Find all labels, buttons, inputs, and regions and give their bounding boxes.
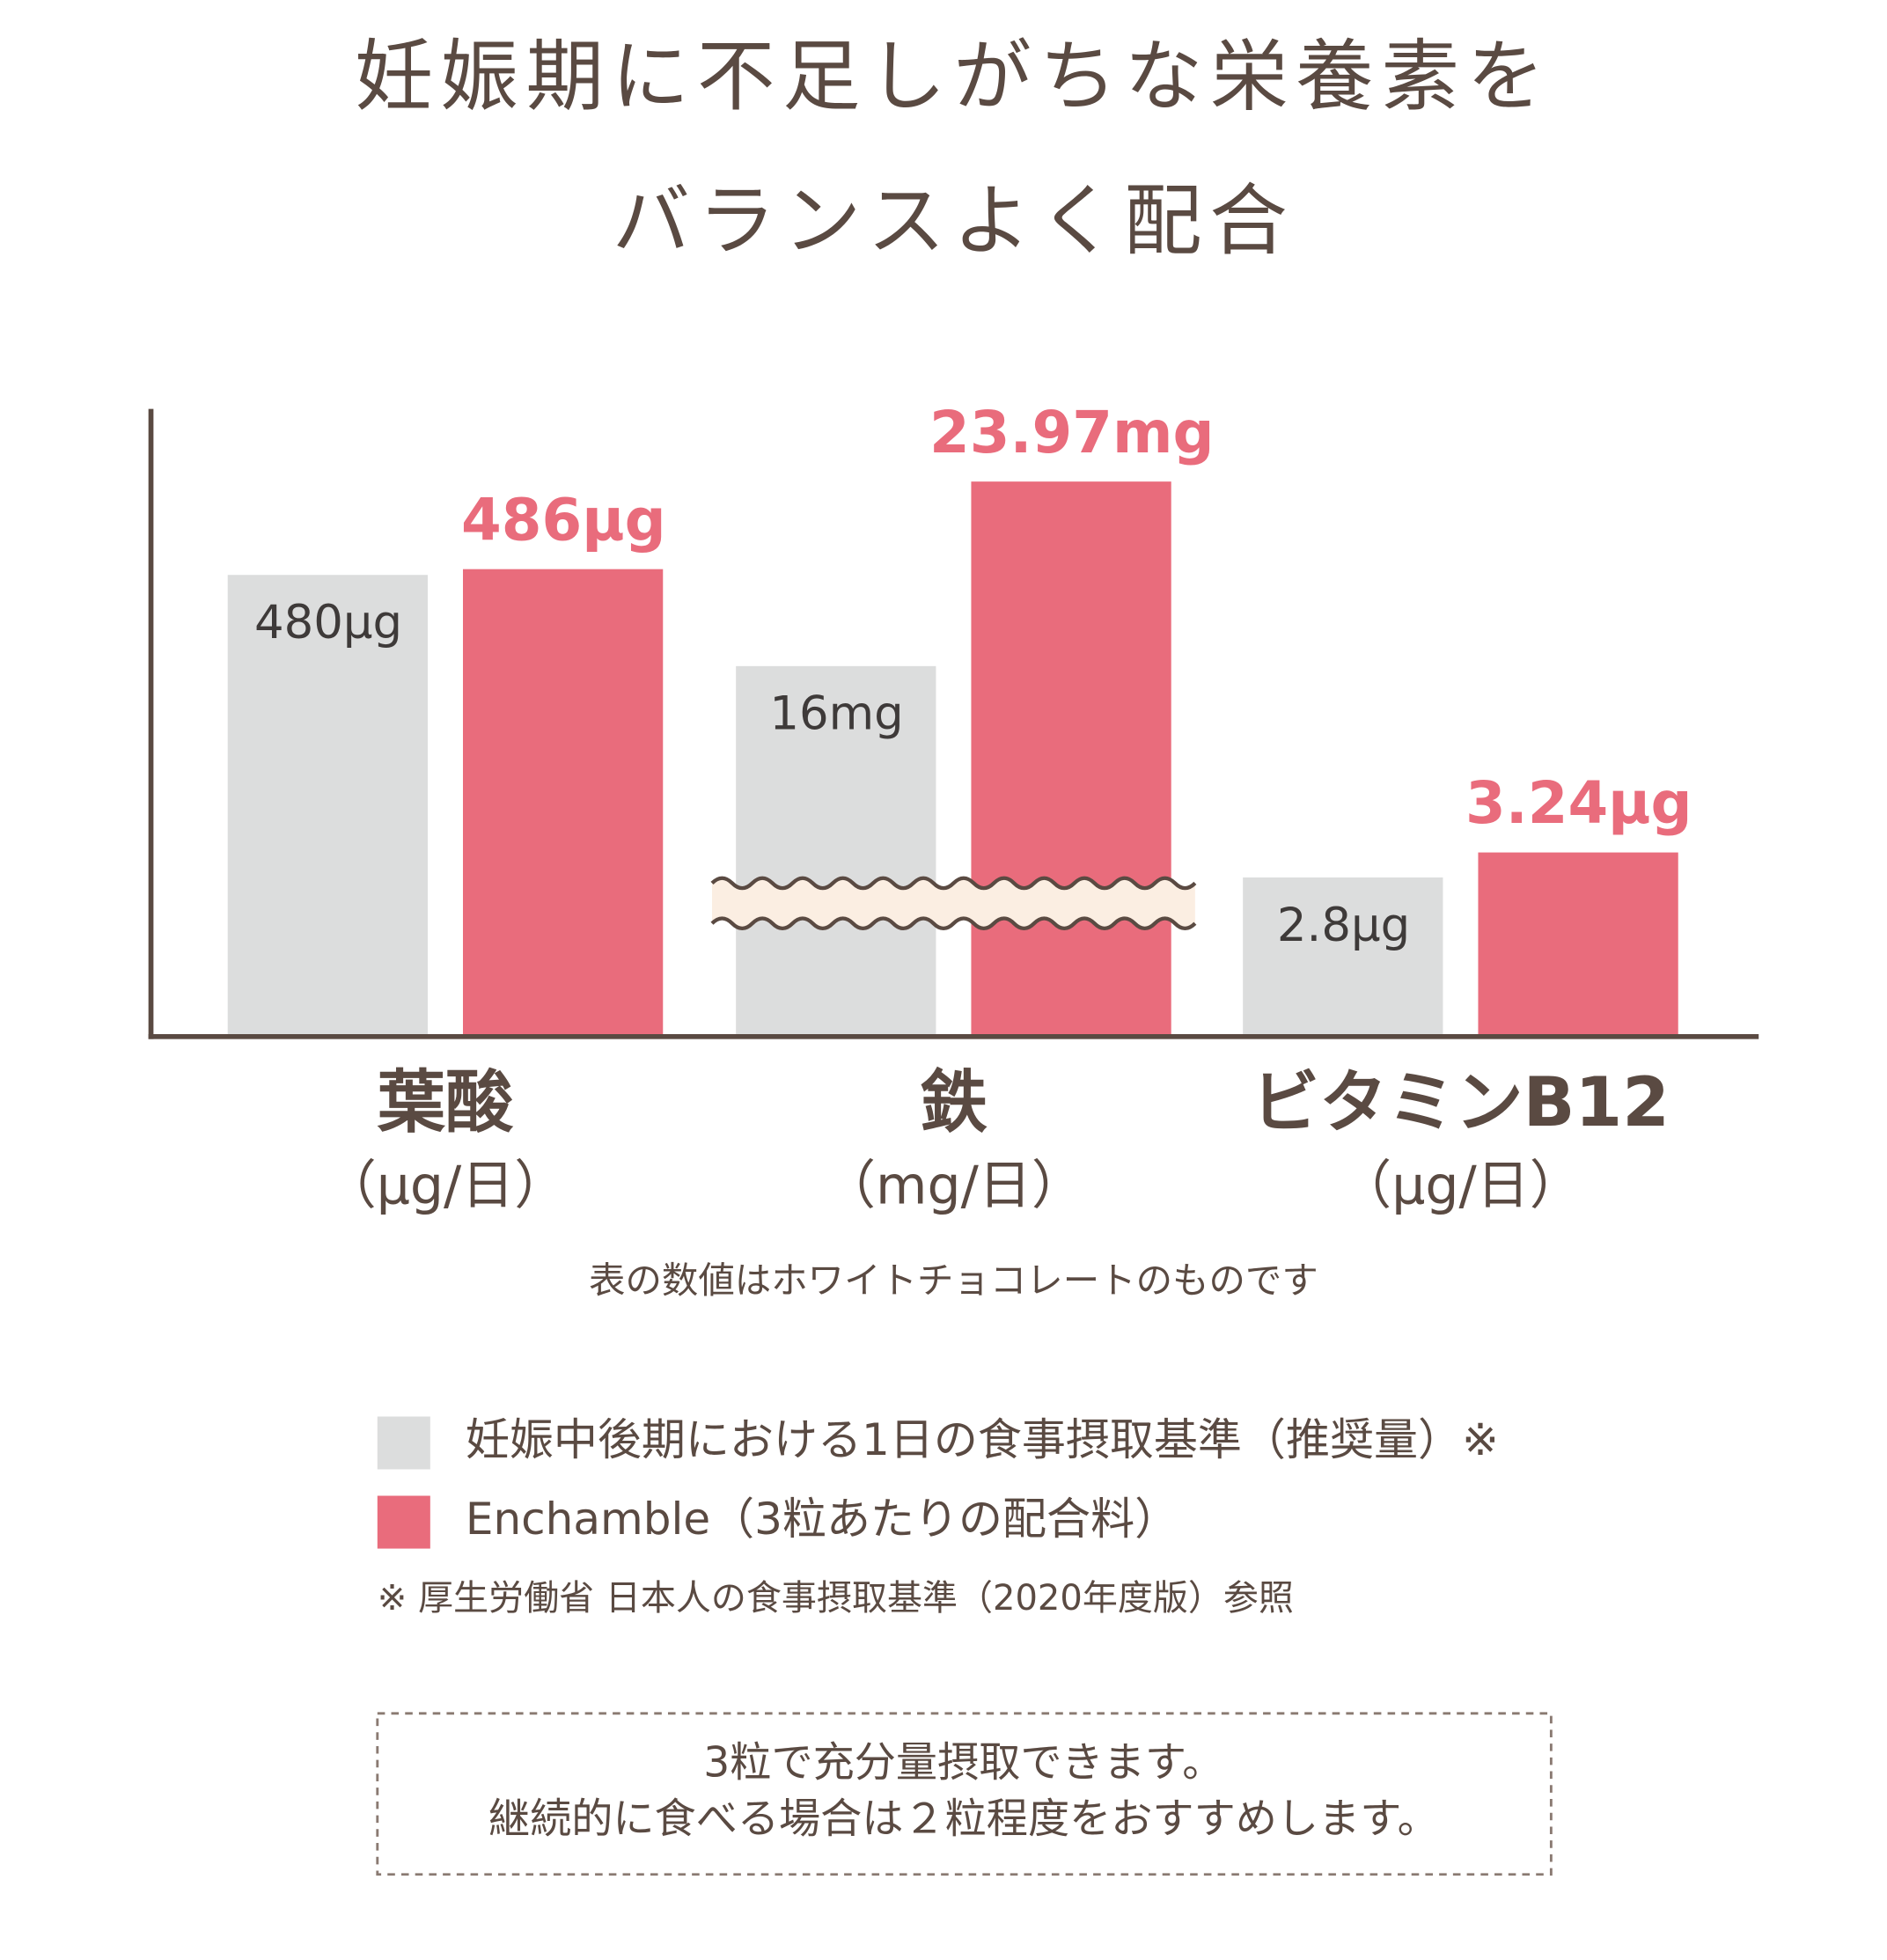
bar (227, 575, 428, 1037)
category-label: ビタミンB12 (1252, 1063, 1670, 1142)
bar (971, 481, 1171, 1037)
category-label: 鉄 (920, 1063, 988, 1142)
chart-title: バランスよく配合 (613, 176, 1296, 267)
bar (1478, 852, 1678, 1037)
axis-break (712, 877, 1195, 929)
recommendation: 3粒で充分量摂取できます。 (703, 1738, 1223, 1787)
legend-label: 妊娠中後期における1日の食事摂取基準（推奨量）※ (466, 1414, 1499, 1465)
value-label: 3.24μg (1465, 769, 1692, 837)
note: 表の数値はホワイトチョコレートのものです (589, 1259, 1318, 1302)
legend-label: Enchamble（3粒あたりの配合料） (466, 1494, 1178, 1545)
value-label: 23.97mg (929, 399, 1214, 466)
unit-label: （μg/日） (1339, 1155, 1582, 1216)
recommendation: 継続的に食べる場合は２粒程度をおすすめします。 (488, 1795, 1439, 1844)
axis-break-line (710, 916, 1197, 931)
category-label: 葉酸 (377, 1063, 514, 1142)
recommendation-box (376, 1712, 1553, 1876)
unit-label: （μg/日） (324, 1155, 568, 1216)
bar (462, 569, 664, 1037)
source: ※ 厚生労働省 日本人の食事摂取基準（2020年度版）参照 (378, 1578, 1294, 1619)
bar (1243, 877, 1443, 1037)
value-label: 486μg (461, 486, 666, 554)
bar (736, 665, 936, 1037)
value-label: 2.8μg (1277, 899, 1410, 952)
value-label: 16mg (769, 687, 903, 741)
unit-label: （mg/日） (823, 1155, 1084, 1216)
axis-break-line (710, 876, 1197, 891)
legend-swatch (377, 1495, 430, 1549)
legend-swatch (377, 1416, 430, 1470)
chart-title: 妊娠期に不足しがちな栄養素を (355, 31, 1553, 121)
value-label: 480μg (254, 596, 402, 650)
